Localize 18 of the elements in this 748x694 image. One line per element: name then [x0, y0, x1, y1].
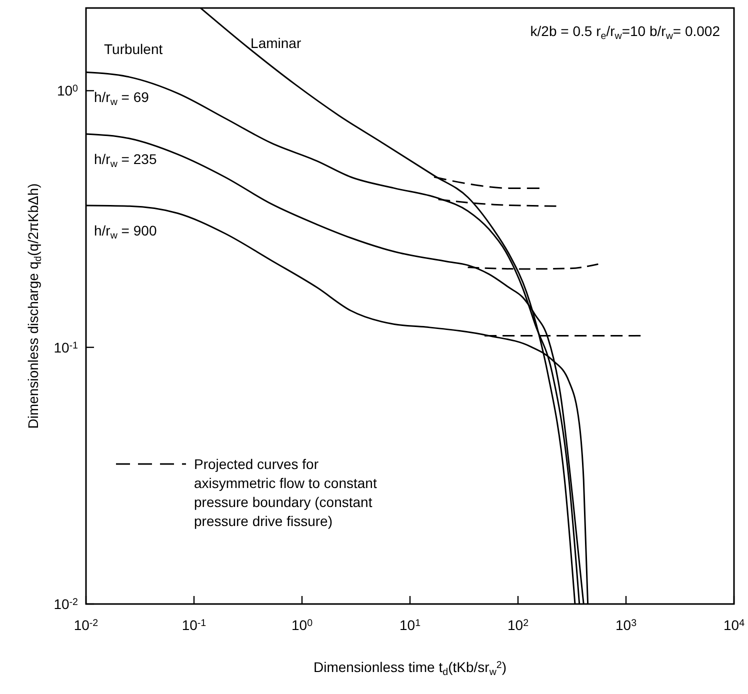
- series-label: h/r$_{w}$ = 235: [94, 151, 157, 170]
- legend-label: h/r$_{w}$ = 69: [94, 89, 150, 108]
- y-tick-label: 10$^{-1}$: [54, 339, 78, 356]
- y-tick-label: 10$^{0}$: [56, 82, 79, 99]
- x-tick-label: 10$^{3}$: [615, 617, 638, 633]
- x-axis-title: Dimensionless time t$_{d}$(tKb/sr$_{w}$$^{2}$): [313, 659, 507, 678]
- series-label: Laminar: [250, 35, 302, 51]
- legend-label: Projected curves for axisymmetric flow to constant pressure boundary (constant pressure drive fissure): [194, 456, 377, 529]
- series-label: h/r$_{w}$ = 900: [94, 222, 157, 242]
- x-tick-label: 10$^{4}$: [723, 617, 746, 633]
- x-tick-label: 10$^{0}$: [291, 617, 314, 633]
- x-tick-label: 10$^{-1}$: [182, 617, 206, 633]
- annotation: Turbulent: [104, 41, 163, 58]
- x-tick-label: 10$^{1}$: [399, 617, 421, 633]
- x-tick-label: 10$^{2}$: [507, 617, 529, 633]
- y-tick-label: 10$^{-2}$: [54, 596, 78, 612]
- x-tick-label: 10$^{-2}$: [74, 617, 98, 633]
- annotation: k/2b = 0.5 r$_{e}$/r$_{w}$=10 b/r$_{w}$= 0.002: [530, 23, 720, 42]
